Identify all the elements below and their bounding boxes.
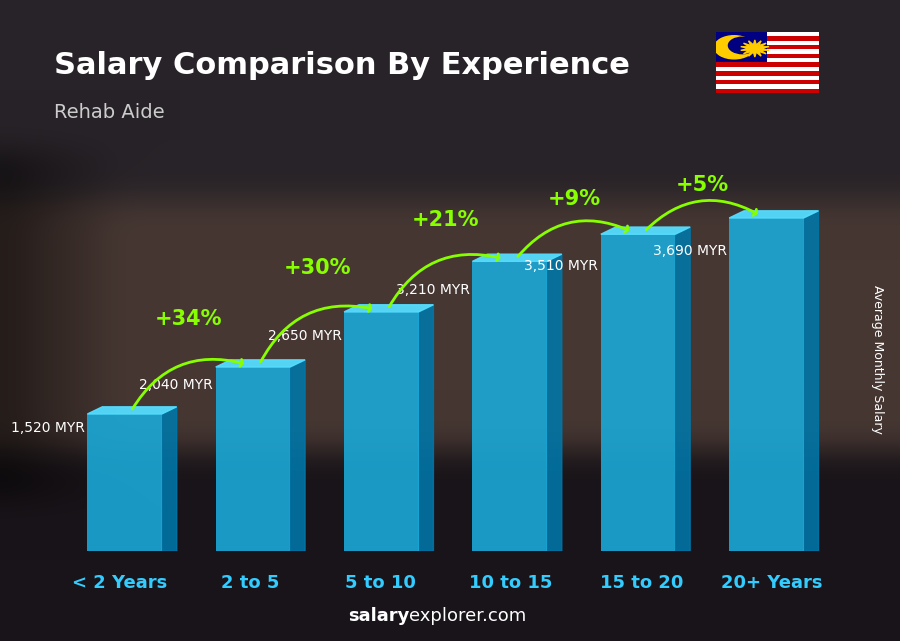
Text: < 2 Years: < 2 Years xyxy=(72,574,166,592)
Text: +34%: +34% xyxy=(155,309,222,329)
Text: Average Monthly Salary: Average Monthly Salary xyxy=(871,285,884,433)
Text: salary: salary xyxy=(348,607,410,625)
FancyBboxPatch shape xyxy=(344,312,418,551)
Polygon shape xyxy=(472,254,562,262)
Text: 2,040 MYR: 2,040 MYR xyxy=(140,378,213,392)
Bar xyxy=(716,71,819,76)
FancyBboxPatch shape xyxy=(87,414,162,551)
Bar xyxy=(716,45,819,49)
FancyBboxPatch shape xyxy=(601,234,675,551)
Text: explorer.com: explorer.com xyxy=(410,607,526,625)
Bar xyxy=(716,80,819,84)
Text: 3,210 MYR: 3,210 MYR xyxy=(396,283,470,297)
Polygon shape xyxy=(729,211,818,218)
Text: 15 to 20: 15 to 20 xyxy=(599,574,683,592)
Bar xyxy=(716,88,819,93)
Text: 5 to 10: 5 to 10 xyxy=(345,574,416,592)
Bar xyxy=(716,41,819,45)
Polygon shape xyxy=(675,227,690,551)
Bar xyxy=(716,63,819,67)
FancyBboxPatch shape xyxy=(729,218,804,551)
Polygon shape xyxy=(601,227,690,234)
Text: 2,650 MYR: 2,650 MYR xyxy=(267,329,341,343)
Bar xyxy=(716,32,767,63)
Text: 2 to 5: 2 to 5 xyxy=(220,574,279,592)
FancyBboxPatch shape xyxy=(216,367,290,551)
Text: 10 to 15: 10 to 15 xyxy=(469,574,553,592)
Text: +5%: +5% xyxy=(676,176,729,196)
Text: +9%: +9% xyxy=(547,189,600,209)
Bar xyxy=(716,54,819,58)
Bar xyxy=(716,49,819,54)
Text: 3,690 MYR: 3,690 MYR xyxy=(652,244,726,258)
Polygon shape xyxy=(547,254,562,551)
Text: +30%: +30% xyxy=(284,258,351,278)
Text: Rehab Aide: Rehab Aide xyxy=(54,103,165,122)
FancyBboxPatch shape xyxy=(472,262,547,551)
Circle shape xyxy=(715,36,754,59)
Bar xyxy=(716,37,819,41)
Text: Salary Comparison By Experience: Salary Comparison By Experience xyxy=(54,51,630,80)
Text: 20+ Years: 20+ Years xyxy=(721,574,823,592)
Polygon shape xyxy=(87,407,176,414)
Bar xyxy=(716,84,819,88)
Bar xyxy=(716,67,819,71)
Polygon shape xyxy=(804,211,818,551)
Polygon shape xyxy=(344,304,434,312)
Text: +21%: +21% xyxy=(412,210,480,229)
Circle shape xyxy=(728,37,756,54)
Text: 1,520 MYR: 1,520 MYR xyxy=(11,420,85,435)
Bar xyxy=(716,32,819,37)
Polygon shape xyxy=(741,40,769,57)
Polygon shape xyxy=(216,360,305,367)
Polygon shape xyxy=(290,360,305,551)
Polygon shape xyxy=(162,407,176,551)
Bar xyxy=(716,76,819,80)
Polygon shape xyxy=(418,304,434,551)
Bar xyxy=(716,58,819,63)
Text: 3,510 MYR: 3,510 MYR xyxy=(525,259,598,273)
